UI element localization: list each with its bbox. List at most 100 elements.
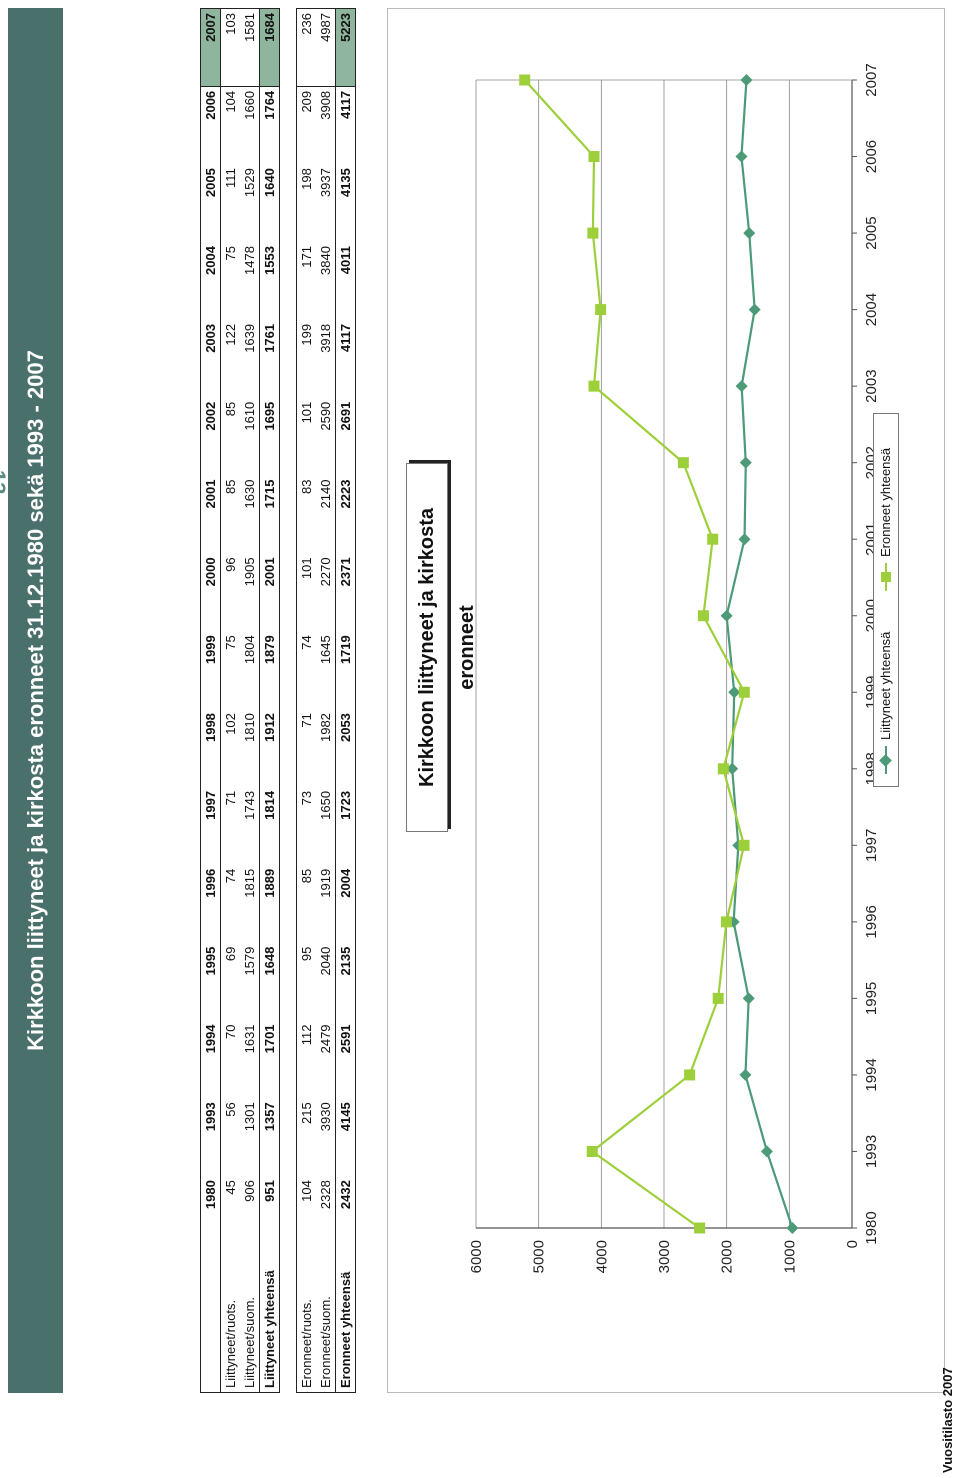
table-cell: 1640 <box>259 164 280 243</box>
data-point-eronneet <box>588 380 600 392</box>
series-line-liittyneet <box>725 79 794 1229</box>
table-cell: 4011 <box>335 242 356 320</box>
y-tick-label: 6000 <box>468 1240 485 1273</box>
series-line-eronneet <box>523 79 746 1229</box>
table-cell: 1650 <box>318 790 333 820</box>
header-year-cell: 2003 <box>200 319 221 398</box>
table-cell: 96 <box>223 557 238 572</box>
y-tick-label: 2000 <box>719 1240 736 1273</box>
x-tick-label: 1996 <box>863 905 880 938</box>
table-cell: 1645 <box>318 635 333 665</box>
header-empty-cell <box>200 1254 221 1393</box>
table-cell: 209 <box>296 86 316 165</box>
data-point-liittyneet <box>738 533 751 546</box>
data-point-eronneet <box>697 610 709 622</box>
data-table-container: 1980 1993 1994 1995 1996 1997 1998 1999 2000 2001… <box>200 8 356 1393</box>
table-cell: 2479 <box>318 1024 333 1054</box>
x-tick-label: 2006 <box>863 140 880 173</box>
table-cell: 83 <box>296 475 316 554</box>
chart-area: 0 1000 2000 3000 4000 5000 6000 1980 1993 1994 199… <box>387 8 945 1393</box>
table-cell: 2328 <box>318 1180 333 1210</box>
row-label: Eronneet/suom. <box>316 1254 336 1393</box>
table-cell: 1648 <box>259 942 280 1021</box>
data-point-liittyneet <box>739 456 752 469</box>
header-year-cell: 1995 <box>200 942 221 1021</box>
table-cell: 2270 <box>318 557 333 587</box>
data-point-eronneet <box>707 533 719 545</box>
table-cell: 1631 <box>242 1024 257 1054</box>
table-cell: 1610 <box>242 401 257 431</box>
table-cell: 95 <box>296 942 316 1021</box>
table-cell: 1743 <box>242 790 257 820</box>
data-point-eronneet <box>712 992 724 1004</box>
y-tick-label: 4000 <box>593 1240 610 1273</box>
header-year-cell: 2004 <box>200 242 221 320</box>
row-label: Liittyneet yhteensä <box>259 1254 280 1393</box>
table-row: Liittyneet/ruots. 45 56 70 69 74 71 102 75 96 85 85… <box>220 8 240 1393</box>
x-tick-label: 1993 <box>863 1135 880 1168</box>
table-cell: 5223 <box>335 8 356 87</box>
table-cell: 111 <box>223 168 238 188</box>
data-point-liittyneet <box>739 1068 752 1081</box>
data-point-liittyneet <box>728 686 741 699</box>
x-tick-label: 2004 <box>863 293 880 326</box>
legend-label-eronneet: Eronneet yhteensä <box>878 447 893 557</box>
data-point-eronneet <box>694 1222 706 1234</box>
data-point-liittyneet <box>786 1222 799 1234</box>
table-cell: 1478 <box>242 246 257 275</box>
table-row: Eronneet/suom. 2328 3930 2479 2040 1919 1650 19… <box>316 8 336 1393</box>
table-cell: 2140 <box>318 479 333 509</box>
header-year-cell: 1999 <box>200 631 221 710</box>
legend-label-liittyneet: Liittyneet yhteensä <box>878 631 893 740</box>
table-cell: 101 <box>296 553 316 632</box>
table-cell: 2432 <box>335 1176 356 1254</box>
header-year-cell: 2006 <box>200 86 221 165</box>
data-point-liittyneet <box>720 609 733 622</box>
header-year-cell: 1998 <box>200 709 221 787</box>
table-cell: 4135 <box>335 164 356 243</box>
table-cell: 102 <box>223 713 238 735</box>
table-cell: 2691 <box>335 397 356 476</box>
header-year-cell: 1994 <box>200 1020 221 1099</box>
table-cell: 2590 <box>318 401 333 431</box>
table-cell: 85 <box>223 479 238 495</box>
data-point-eronneet <box>720 916 732 928</box>
table-cell: 1810 <box>242 713 257 743</box>
table-cell: 1912 <box>259 709 280 787</box>
chart-legend: Liittyneet yhteensä Eronneet yhteensä <box>873 413 899 787</box>
header-year-cell: 1997 <box>200 786 221 865</box>
table-cell: 4145 <box>335 1098 356 1177</box>
header-year-cell: 2001 <box>200 475 221 554</box>
table-cell: 1982 <box>318 713 333 743</box>
data-point-eronneet <box>595 304 607 316</box>
table-cell: 1723 <box>335 786 356 865</box>
table-cell: 951 <box>259 1176 280 1254</box>
table-cell: 45 <box>223 1180 238 1195</box>
table-cell: 73 <box>296 786 316 865</box>
table-header-row: 1980 1993 1994 1995 1996 1997 1998 1999 2000 2001… <box>200 8 221 1393</box>
table-cell: 1919 <box>318 868 333 898</box>
x-tick-label: 2003 <box>863 369 880 402</box>
x-tick-label: 1995 <box>863 982 880 1015</box>
table-cell: 122 <box>223 323 238 346</box>
table-cell: 104 <box>296 1176 316 1254</box>
table-cell: 171 <box>296 242 316 320</box>
table-spacer-row <box>280 9 297 1393</box>
table-cell: 70 <box>223 1024 238 1039</box>
table-cell: 1701 <box>259 1020 280 1099</box>
data-point-eronneet <box>738 839 750 851</box>
table-cell: 75 <box>223 246 238 261</box>
x-tick-label: 1980 <box>863 1211 880 1244</box>
table-cell: 198 <box>296 164 316 243</box>
table-cell: 1301 <box>242 1102 257 1132</box>
data-point-eronneet <box>738 686 750 698</box>
header-year-cell: 2005 <box>200 164 221 243</box>
table-cell: 1889 <box>259 864 280 943</box>
page-number: 13 <box>0 470 10 495</box>
data-point-liittyneet <box>748 303 761 316</box>
table-cell: 1553 <box>259 242 280 320</box>
data-point-eronneet <box>586 1145 598 1157</box>
data-point-liittyneet <box>760 1145 773 1158</box>
table-cell: 3937 <box>318 168 333 198</box>
data-point-liittyneet <box>740 74 753 86</box>
